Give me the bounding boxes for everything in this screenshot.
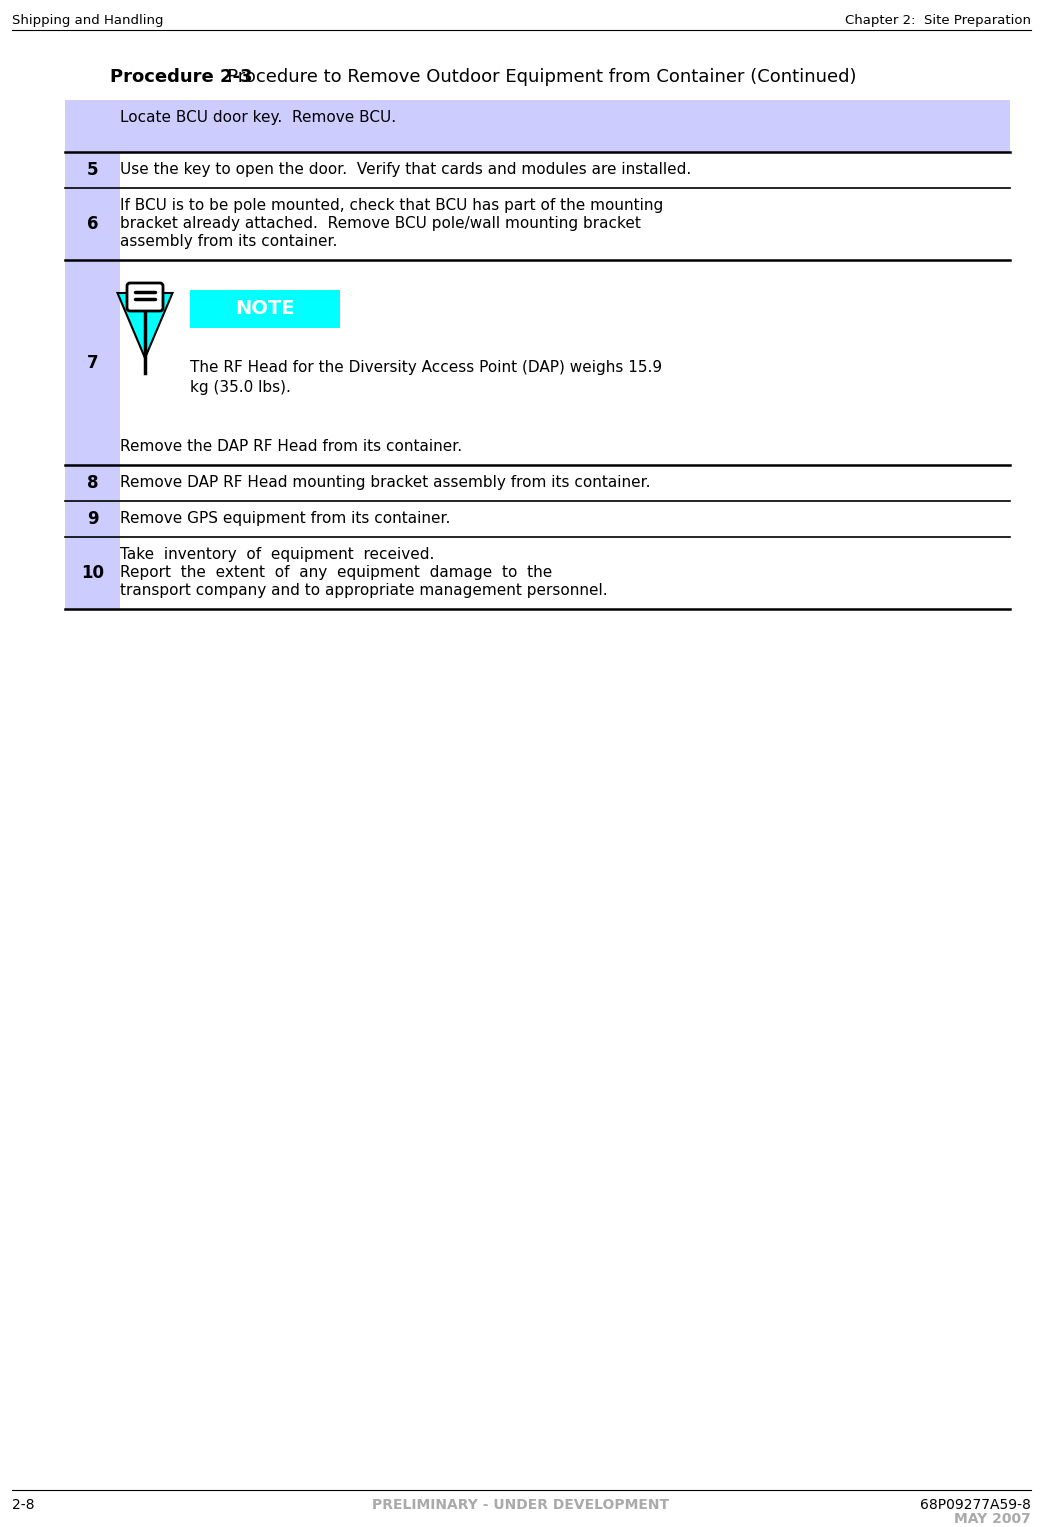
FancyBboxPatch shape bbox=[127, 282, 163, 312]
Text: Shipping and Handling: Shipping and Handling bbox=[13, 14, 164, 27]
Bar bbox=[65, 188, 120, 260]
Text: assembly from its container.: assembly from its container. bbox=[120, 234, 337, 249]
Text: NOTE: NOTE bbox=[236, 299, 295, 319]
Text: 5: 5 bbox=[87, 160, 98, 179]
Text: Remove the DAP RF Head from its container.: Remove the DAP RF Head from its containe… bbox=[120, 438, 462, 454]
Text: Use the key to open the door.  Verify that cards and modules are installed.: Use the key to open the door. Verify tha… bbox=[120, 162, 692, 177]
Text: If BCU is to be pole mounted, check that BCU has part of the mounting: If BCU is to be pole mounted, check that… bbox=[120, 199, 663, 212]
Text: 9: 9 bbox=[87, 510, 98, 528]
Text: PRELIMINARY - UNDER DEVELOPMENT: PRELIMINARY - UNDER DEVELOPMENT bbox=[372, 1498, 670, 1512]
Polygon shape bbox=[118, 293, 172, 357]
Text: 8: 8 bbox=[87, 473, 98, 492]
Text: Procedure to Remove Outdoor Equipment from Container (Continued): Procedure to Remove Outdoor Equipment fr… bbox=[210, 69, 856, 86]
Text: Remove GPS equipment from its container.: Remove GPS equipment from its container. bbox=[120, 512, 451, 525]
Text: Take  inventory  of  equipment  received.: Take inventory of equipment received. bbox=[120, 547, 434, 562]
Bar bbox=[65, 153, 120, 188]
Text: bracket already attached.  Remove BCU pole/wall mounting bracket: bracket already attached. Remove BCU pol… bbox=[120, 215, 640, 231]
Text: The RF Head for the Diversity Access Point (DAP) weighs 15.9: The RF Head for the Diversity Access Poi… bbox=[190, 360, 662, 376]
Bar bbox=[65, 466, 120, 501]
Bar bbox=[65, 501, 120, 538]
Text: 68P09277A59-8: 68P09277A59-8 bbox=[920, 1498, 1030, 1512]
Text: Locate BCU door key.  Remove BCU.: Locate BCU door key. Remove BCU. bbox=[120, 110, 396, 125]
Text: 2-8: 2-8 bbox=[13, 1498, 34, 1512]
Text: Chapter 2:  Site Preparation: Chapter 2: Site Preparation bbox=[845, 14, 1030, 27]
Text: transport company and to appropriate management personnel.: transport company and to appropriate man… bbox=[120, 583, 608, 599]
Bar bbox=[65, 260, 120, 466]
Text: Procedure 2-3: Procedure 2-3 bbox=[110, 69, 252, 86]
Text: MAY 2007: MAY 2007 bbox=[954, 1512, 1030, 1525]
Text: kg (35.0 lbs).: kg (35.0 lbs). bbox=[190, 380, 291, 395]
Bar bbox=[190, 290, 340, 328]
Text: 7: 7 bbox=[87, 353, 98, 371]
Bar bbox=[65, 538, 120, 609]
Bar bbox=[65, 99, 1010, 153]
Text: Remove DAP RF Head mounting bracket assembly from its container.: Remove DAP RF Head mounting bracket asse… bbox=[120, 475, 651, 490]
Text: 10: 10 bbox=[81, 563, 104, 582]
Text: 6: 6 bbox=[87, 215, 98, 234]
Text: Report  the  extent  of  any  equipment  damage  to  the: Report the extent of any equipment damag… bbox=[120, 565, 552, 580]
